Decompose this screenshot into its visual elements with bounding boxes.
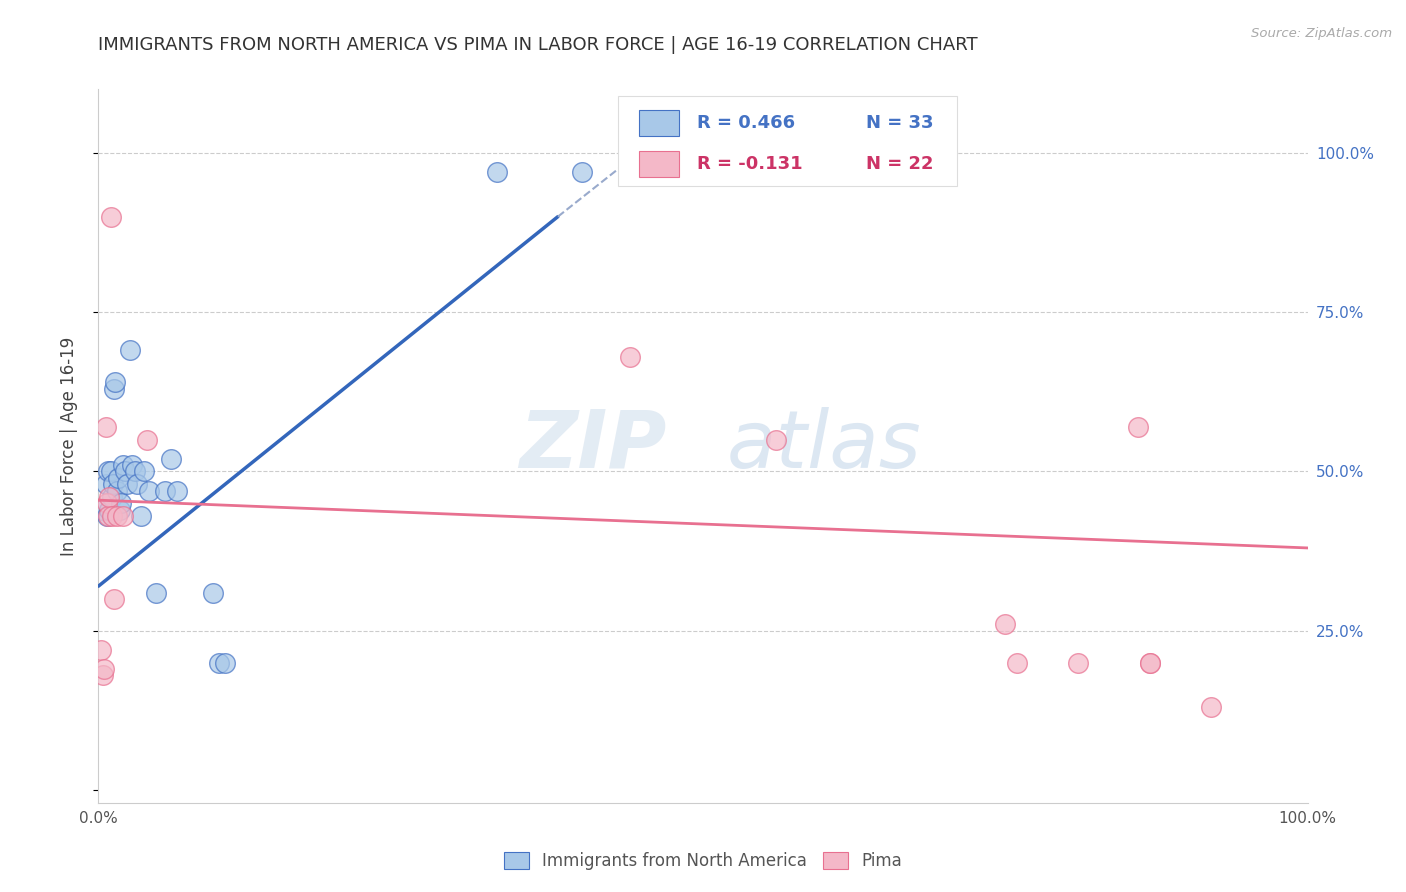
Point [214, 656, 236, 670]
Point [118, 343, 141, 358]
Point [91, 502, 114, 516]
Point [111, 458, 134, 472]
Y-axis label: In Labor Force | Age 16-19: In Labor Force | Age 16-19 [59, 336, 77, 556]
Point [117, 477, 139, 491]
Point [160, 451, 183, 466]
Point [108, 502, 131, 516]
Point [100, 210, 122, 224]
Text: R = -0.131: R = -0.131 [697, 155, 803, 173]
Point [111, 509, 134, 524]
Point [138, 483, 160, 498]
Point [97, 465, 120, 479]
Point [1067, 656, 1090, 670]
Point [94, 420, 117, 434]
Point [145, 585, 167, 599]
Point [93, 662, 115, 676]
Point [104, 376, 127, 390]
FancyBboxPatch shape [619, 96, 957, 186]
Point [1128, 420, 1150, 434]
Text: ZIP: ZIP [519, 407, 666, 485]
Point [114, 465, 136, 479]
Point [103, 591, 125, 606]
Point [90, 643, 112, 657]
Point [127, 477, 149, 491]
FancyBboxPatch shape [638, 110, 679, 136]
Text: atlas: atlas [727, 407, 922, 485]
Point [1139, 656, 1161, 670]
Point [994, 617, 1017, 632]
Point [96, 496, 118, 510]
Text: R = 0.466: R = 0.466 [697, 114, 794, 132]
Text: IMMIGRANTS FROM NORTH AMERICA VS PIMA IN LABOR FORCE | AGE 16-19 CORRELATION CHA: IMMIGRANTS FROM NORTH AMERICA VS PIMA IN… [98, 36, 979, 54]
Point [135, 433, 157, 447]
Point [129, 509, 152, 524]
Point [91, 668, 114, 682]
FancyBboxPatch shape [638, 151, 679, 177]
Point [153, 483, 176, 498]
Text: N = 33: N = 33 [866, 114, 934, 132]
Point [98, 502, 121, 516]
Point [208, 656, 231, 670]
Point [96, 509, 118, 524]
Text: N = 22: N = 22 [866, 155, 934, 173]
Point [98, 490, 121, 504]
Point [110, 496, 132, 510]
Point [166, 483, 188, 498]
Point [107, 471, 129, 485]
Point [1199, 700, 1222, 714]
Point [1139, 656, 1161, 670]
Point [94, 477, 117, 491]
Point [97, 509, 120, 524]
Point [124, 465, 146, 479]
Point [486, 165, 509, 179]
Point [571, 165, 593, 179]
Point [100, 490, 122, 504]
Point [105, 509, 128, 524]
Point [103, 382, 125, 396]
Point [101, 477, 124, 491]
Point [1007, 656, 1029, 670]
Point [765, 433, 787, 447]
Point [202, 585, 225, 599]
Point [134, 465, 156, 479]
Point [100, 465, 122, 479]
Point [619, 350, 641, 364]
Text: Source: ZipAtlas.com: Source: ZipAtlas.com [1251, 27, 1392, 40]
Point [105, 483, 128, 498]
Point [100, 509, 122, 524]
Point [121, 458, 143, 472]
Legend: Immigrants from North America, Pima: Immigrants from North America, Pima [499, 847, 907, 875]
